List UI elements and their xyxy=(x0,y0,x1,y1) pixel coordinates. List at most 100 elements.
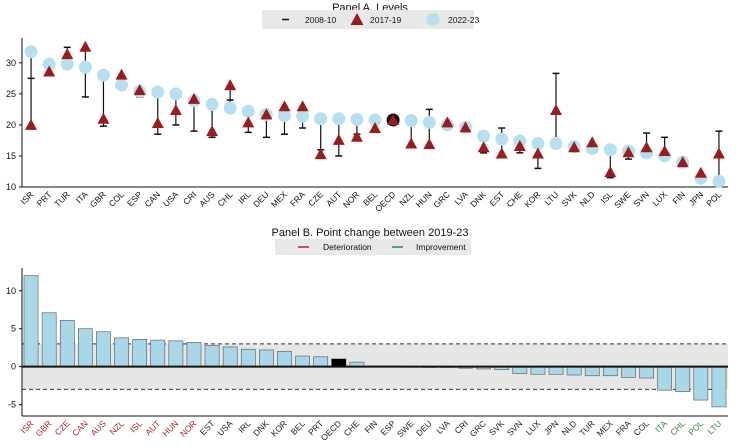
triangle-2017-19-isl xyxy=(604,166,617,178)
circle-2022-23-fra xyxy=(296,109,310,123)
bar-nzl xyxy=(114,337,129,367)
bar-chl xyxy=(675,366,691,393)
circle-2022-23-isl xyxy=(603,143,617,157)
panel-a-xlabel-hun: HUN xyxy=(414,189,434,209)
panel-a-xlabel-ltu: LTU xyxy=(542,189,560,207)
bar-pol xyxy=(693,366,709,401)
circle-2022-23-irl xyxy=(241,104,255,118)
triangle-2017-19-deu xyxy=(260,108,273,120)
legend-label-2022-23: 2022-23 xyxy=(448,15,479,25)
panel-a-xlabel-chl: CHL xyxy=(215,189,234,208)
panel-b-xlabel-cri: CRI xyxy=(453,418,470,435)
circle-2022-23-nor xyxy=(350,112,364,126)
panel-a-xlabel-col: COL xyxy=(107,189,127,209)
panel-b-xlabel-grc: GRC xyxy=(468,418,488,438)
panel-b-xlabel-lux: LUX xyxy=(524,418,543,437)
panel-a-ytick-label: 25 xyxy=(6,89,16,99)
panel-b-xlabel-oecd: OECD xyxy=(319,418,343,442)
bar-aus xyxy=(96,331,111,367)
panel-b-xlabel-isl: ISL xyxy=(128,418,144,434)
panel-b-xlabel-nld: NLD xyxy=(559,418,578,437)
bar-gbr xyxy=(41,312,57,367)
panel-a-ytick-label: 15 xyxy=(6,151,16,161)
bar-ltu xyxy=(711,366,727,408)
panel-b-xlabel-svn: SVN xyxy=(505,418,524,437)
panel-b-xlabel-tur: TUR xyxy=(577,418,596,437)
bar-est xyxy=(204,345,220,367)
circle-2022-23-kor xyxy=(531,137,545,151)
panel-b-xlabel-aut: AUT xyxy=(143,418,162,437)
triangle-2017-19-aut xyxy=(332,133,345,145)
panel-b-xlabel-ita: ITA xyxy=(653,418,669,434)
circle-2022-23-can xyxy=(151,85,165,99)
bar-prt xyxy=(313,356,329,367)
legend-circle-marker xyxy=(426,13,440,26)
panel-b-xlabel-jpn: JPN xyxy=(542,418,560,436)
circle-2022-23-pol xyxy=(712,174,726,188)
panel-a-xlabel-cri: CRI xyxy=(181,189,198,206)
panel-b-xlabel-esp: ESP xyxy=(378,418,397,437)
panel-a-xlabel-est: EST xyxy=(487,189,506,208)
panel-a-xlabel-che: CHE xyxy=(504,189,524,209)
panel-b-xlabel-chl: CHL xyxy=(668,418,687,437)
triangle-2017-19-tur xyxy=(61,48,74,60)
triangle-2017-19-nzl xyxy=(405,137,418,149)
legend-label-improvement: Improvement xyxy=(416,242,466,252)
legend-label-2008-10: 2008-10 xyxy=(305,15,336,25)
bar-dnk xyxy=(259,349,274,367)
panel-a-xlabel-svn: SVN xyxy=(632,189,651,208)
triangle-2017-19-lux xyxy=(658,144,671,156)
bar-kor xyxy=(277,351,292,367)
panel-a-xlabel-prt: PRT xyxy=(35,189,54,208)
panel-b-legend-box xyxy=(275,239,471,255)
bar-mex xyxy=(602,366,618,377)
panel-a-xlabel-can: CAN xyxy=(142,189,162,209)
circle-2022-23-dnk xyxy=(477,129,491,143)
legend-label-deterioration: Deterioration xyxy=(323,242,372,252)
panel-a-xlabel-svk: SVK xyxy=(559,189,578,208)
panel-b-xlabel-cze: CZE xyxy=(53,418,72,437)
legend-label-2017-19: 2017-19 xyxy=(370,15,401,25)
panel-b-ytick-label: 0 xyxy=(11,362,16,372)
bar-usa xyxy=(222,346,238,367)
panel-a-ytick-label: 10 xyxy=(6,182,16,192)
panel-a-xlabel-dnk: DNK xyxy=(468,189,488,209)
panel-b-xlabel-est: EST xyxy=(198,418,217,437)
bar-col xyxy=(639,366,654,379)
bar-nor xyxy=(186,342,202,367)
bar-can xyxy=(77,328,93,367)
panel-a-xlabel-mex: MEX xyxy=(269,189,289,209)
bar-isl xyxy=(132,339,148,367)
circle-2022-23-bel xyxy=(368,113,382,127)
triangle-2017-19-gbr xyxy=(97,112,110,124)
panel-a-legend-box xyxy=(262,10,474,29)
triangle-2017-19-isr xyxy=(25,118,38,130)
triangle-2017-19-swe xyxy=(622,146,635,158)
panel-a-xlabel-aut: AUT xyxy=(324,189,343,208)
panel-a-xlabel-fin: FIN xyxy=(670,189,687,206)
panel-b-xlabel-ltu: LTU xyxy=(705,418,723,436)
triangle-2017-19-fra xyxy=(296,100,309,112)
panel-b-xlabel-nzl: NZL xyxy=(108,418,127,437)
circle-2022-23-ltu xyxy=(549,137,563,151)
panel-b-xlabel-svk: SVK xyxy=(487,418,506,437)
circle-2022-23-isr xyxy=(24,45,38,59)
panel-a-legend: 2008-10 2017-19 2022-23 xyxy=(282,13,479,26)
bar-lux xyxy=(530,366,546,375)
circle-2022-23-chl xyxy=(223,101,237,115)
bar-nld xyxy=(566,366,582,376)
triangle-2017-19-grc xyxy=(441,116,454,128)
bar-jpn xyxy=(548,366,564,375)
panel-a-xlabel-deu: DEU xyxy=(251,189,271,209)
triangle-2017-19-can xyxy=(151,117,164,129)
panel-b-ytick-label: 10 xyxy=(6,286,16,296)
circle-2022-23-aut xyxy=(332,112,346,126)
triangle-2017-19-usa xyxy=(169,104,182,116)
panel-a-xlabel-lva: LVA xyxy=(452,189,470,207)
panel-a-ytick-label: 20 xyxy=(6,120,16,130)
bar-oecd xyxy=(331,358,347,367)
triangle-2017-19-dnk xyxy=(477,141,490,153)
triangle-2017-19-jpn xyxy=(694,166,707,178)
panel-a-xlabel-tur: TUR xyxy=(52,189,71,208)
circle-2022-23-col xyxy=(115,78,129,92)
